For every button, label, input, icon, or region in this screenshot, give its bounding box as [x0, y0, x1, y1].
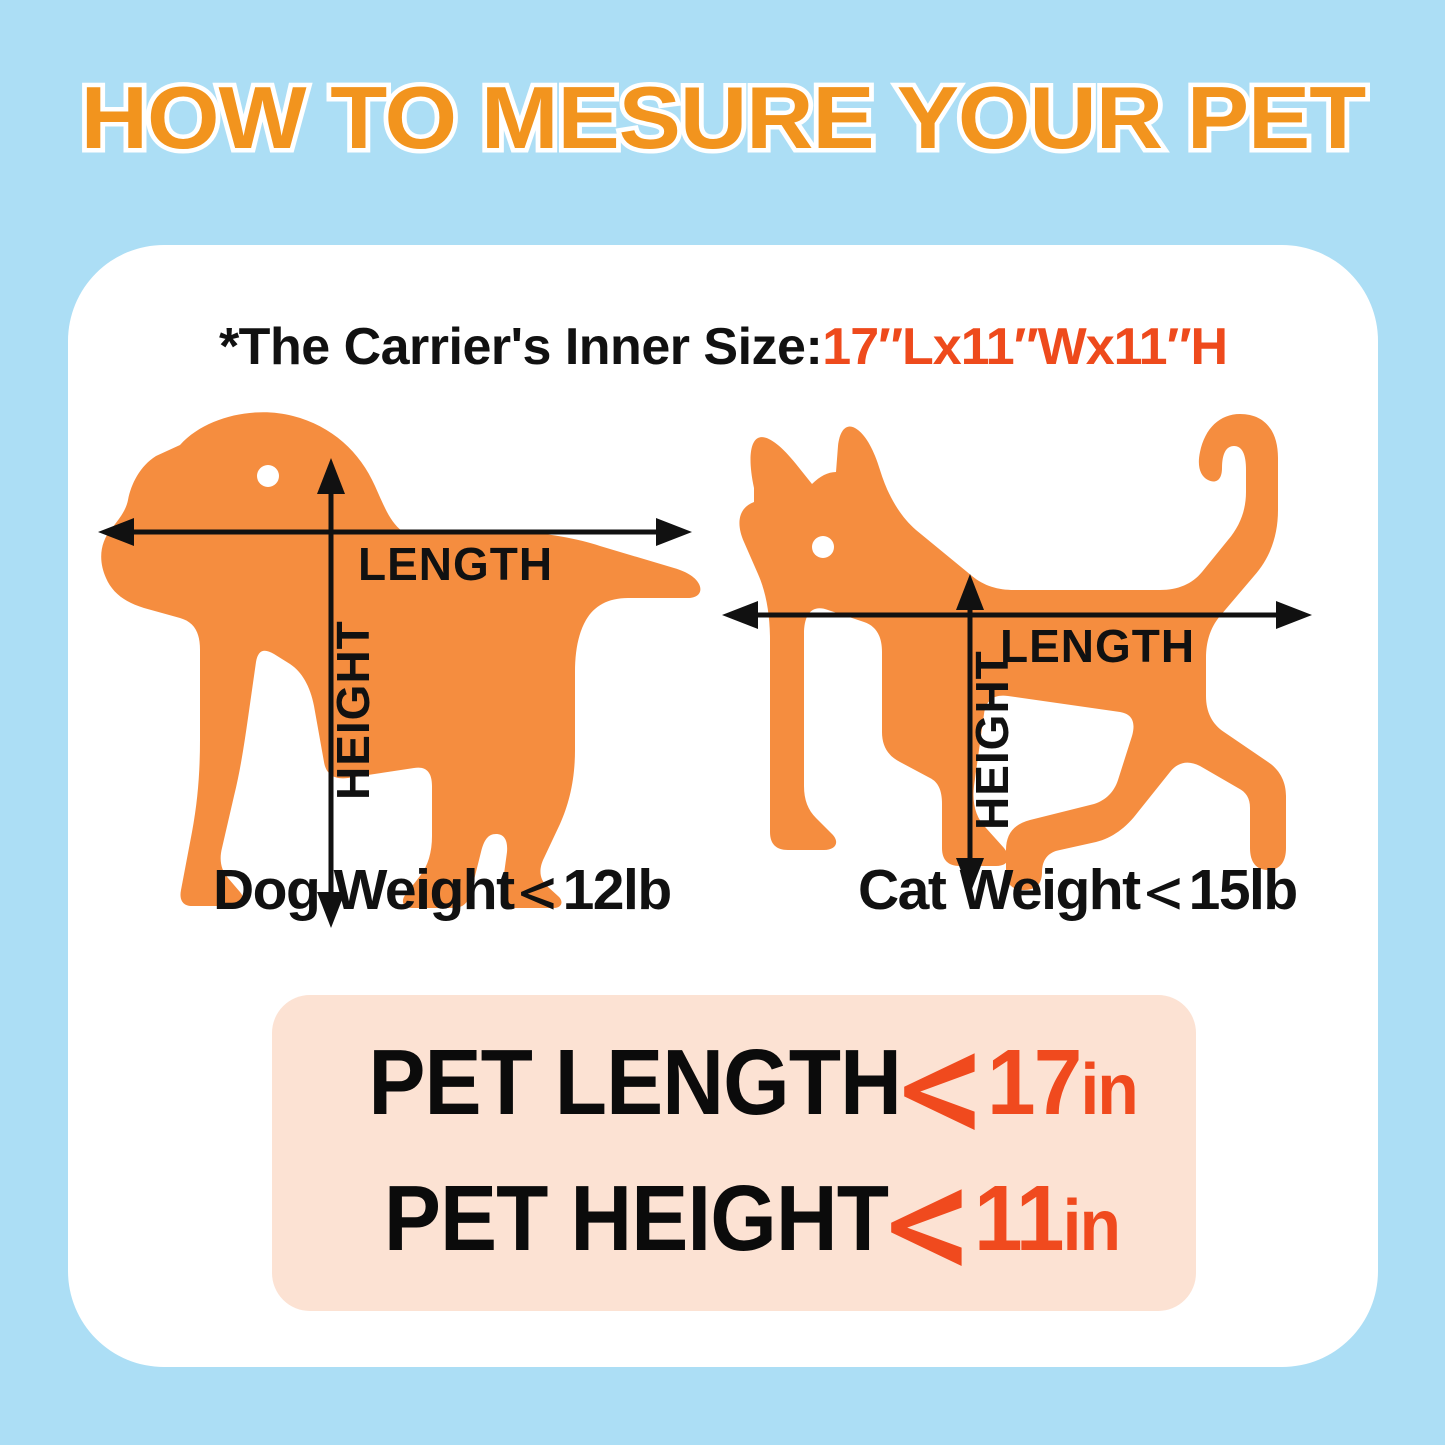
dog-eye-icon	[257, 465, 279, 487]
dog-height-arrow	[317, 458, 345, 928]
pet-height-unit: in	[1062, 1185, 1121, 1266]
cat-weight-caption: Cat Weight 15lb	[858, 857, 1299, 923]
dog-length-arrow	[98, 518, 692, 546]
weight-captions: Dog Weight 12lb Cat Weight 15lb	[68, 857, 1378, 937]
cat-height-arrow	[956, 574, 984, 894]
cat-length-arrow	[722, 601, 1312, 629]
pet-height-label: PET HEIGHT	[383, 1165, 889, 1270]
summary-box: PET LENGTH 17in PET HEIGHT 11in	[272, 995, 1196, 1311]
dog-silhouette-icon	[101, 412, 701, 908]
less-equal-icon	[901, 1049, 981, 1131]
page-title: HOW TO MESURE YOUR PET	[75, 64, 1370, 172]
carrier-size-value: 17″Lx11″Wx11″H	[822, 318, 1228, 376]
dog-diagram: LENGTH HEIGHT	[98, 412, 701, 928]
carrier-size-label: *The Carrier's Inner Size:	[218, 318, 823, 376]
summary-row-height: PET HEIGHT 11in	[272, 1153, 1196, 1283]
pet-illustrations: LENGTH HEIGHT LENGTH HEIGHT	[68, 400, 1378, 960]
pet-length-unit: in	[1080, 1049, 1138, 1130]
dog-height-label: HEIGHT	[327, 620, 379, 800]
dog-weight-text: Dog Weight	[213, 858, 515, 922]
page-header: HOW TO MESURE YOUR PET	[0, 58, 1445, 178]
cat-height-label: HEIGHT	[966, 650, 1018, 830]
pet-length-value: 17in	[986, 1029, 1139, 1136]
less-equal-icon	[1146, 875, 1181, 910]
pet-height-value: 11in	[973, 1165, 1121, 1272]
pet-height-number: 11	[973, 1165, 1065, 1270]
pet-length-label: PET LENGTH	[368, 1029, 902, 1134]
dog-weight-value: 12lb	[562, 858, 673, 922]
carrier-inner-size: *The Carrier's Inner Size:17″Lx11″Wx11″H	[68, 317, 1378, 377]
cat-weight-value: 15lb	[1188, 858, 1299, 922]
less-equal-icon	[520, 875, 555, 910]
cat-diagram: LENGTH HEIGHT	[722, 414, 1312, 894]
cat-eye-icon	[812, 536, 834, 558]
pet-length-number: 17	[986, 1029, 1082, 1134]
cat-weight-text: Cat Weight	[858, 858, 1141, 922]
measurement-card: *The Carrier's Inner Size:17″Lx11″Wx11″H	[68, 245, 1378, 1367]
cat-silhouette-icon	[739, 414, 1286, 890]
less-equal-icon	[888, 1185, 968, 1267]
cat-length-label: LENGTH	[1000, 620, 1195, 672]
summary-row-length: PET LENGTH 17in	[272, 1017, 1196, 1147]
dog-weight-caption: Dog Weight 12lb	[213, 857, 673, 923]
dog-length-label: LENGTH	[358, 538, 553, 590]
